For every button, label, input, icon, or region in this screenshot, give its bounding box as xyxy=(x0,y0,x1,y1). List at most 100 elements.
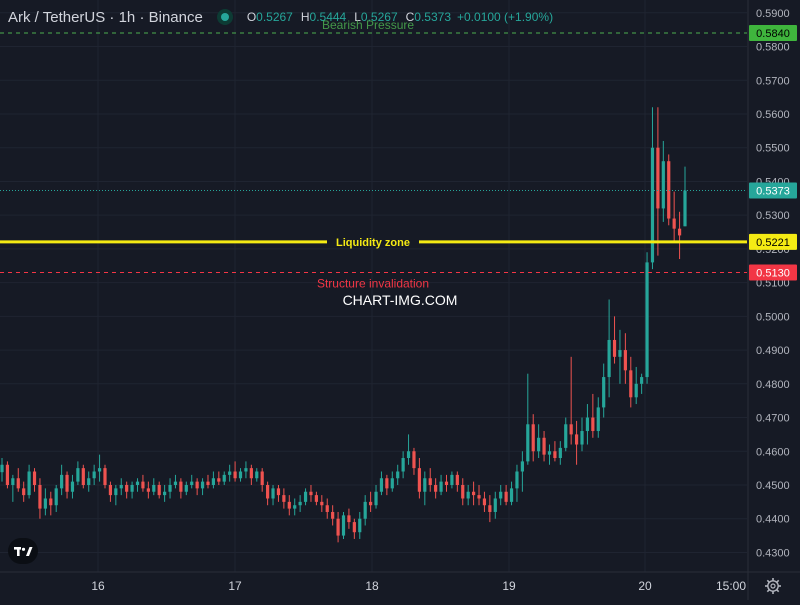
candle xyxy=(276,484,281,502)
candle-body xyxy=(152,484,156,492)
time-tick-label: 20 xyxy=(638,579,652,593)
structure-invalidation-label: Structure invalidation xyxy=(317,277,429,291)
invalidation-price-tag-bg xyxy=(749,264,797,281)
candle-body xyxy=(173,481,178,485)
price-tick-label: 0.5600 xyxy=(756,109,790,121)
candle-body xyxy=(146,488,150,492)
price-tick-label: 0.5100 xyxy=(756,278,790,290)
candle xyxy=(439,474,443,496)
candle xyxy=(466,484,470,506)
candle xyxy=(450,471,454,489)
candle xyxy=(260,468,264,492)
candle-body xyxy=(206,481,210,485)
candle-body xyxy=(228,471,232,475)
candle-body xyxy=(667,161,671,219)
candle xyxy=(358,511,362,539)
candle-body xyxy=(303,491,308,502)
candle xyxy=(130,481,134,499)
candle xyxy=(401,451,405,479)
candle xyxy=(656,107,660,256)
candle-body xyxy=(38,484,42,509)
candle xyxy=(76,461,80,485)
candle-body xyxy=(16,478,20,489)
candle xyxy=(650,107,655,270)
candle xyxy=(493,491,497,519)
candle xyxy=(623,333,627,384)
candle-body xyxy=(157,484,161,496)
price-tick-label: 0.5700 xyxy=(756,75,790,87)
candle-body xyxy=(677,228,682,236)
candle-body xyxy=(634,383,638,398)
candles-layer xyxy=(0,107,687,543)
candle-body xyxy=(27,471,31,496)
candle-body xyxy=(569,424,573,435)
candle-body xyxy=(650,147,655,263)
candle xyxy=(92,464,96,485)
last-price-tag-bg xyxy=(749,182,797,199)
candle-body xyxy=(341,515,346,536)
candle-body xyxy=(672,218,676,229)
candle xyxy=(244,461,248,479)
candle xyxy=(417,458,421,499)
candle xyxy=(303,488,308,506)
candle-body xyxy=(249,468,253,479)
candle-body xyxy=(466,491,470,499)
candle xyxy=(325,498,329,519)
candle-body xyxy=(602,377,606,408)
candle-body xyxy=(195,481,199,489)
candle-body xyxy=(623,350,627,371)
candle xyxy=(645,252,649,384)
price-tick-label: 0.4500 xyxy=(756,480,790,492)
candle-body xyxy=(81,468,85,485)
candle-body xyxy=(260,471,264,485)
candle xyxy=(520,451,524,492)
candle-body xyxy=(531,424,535,452)
candle xyxy=(233,461,237,482)
chart-header: Ark / TetherUS · 1h · Binance O 0.5267 H… xyxy=(8,7,553,27)
candle-body xyxy=(114,488,118,496)
bearish-price-tag-bg xyxy=(749,25,797,42)
candle xyxy=(379,471,384,496)
price-tick-label: 0.4800 xyxy=(756,379,790,391)
candle xyxy=(607,299,611,398)
candle xyxy=(331,505,335,526)
candle-body xyxy=(661,161,665,209)
candle xyxy=(661,140,665,222)
candle-body xyxy=(103,468,107,485)
candle-body xyxy=(439,481,443,492)
candle-body xyxy=(401,458,405,472)
candle xyxy=(634,366,638,405)
candle-body xyxy=(65,474,69,492)
candle xyxy=(103,464,107,489)
candle xyxy=(32,468,37,492)
symbol-title[interactable]: Ark / TetherUS · 1h · Binance xyxy=(8,8,203,26)
candle-body xyxy=(504,491,508,502)
candle xyxy=(683,166,687,227)
candle-body xyxy=(211,478,216,485)
tradingview-logo-icon[interactable] xyxy=(8,538,38,564)
candle-body xyxy=(379,478,384,492)
candle-body xyxy=(325,505,329,512)
candle-body xyxy=(629,370,633,398)
candle-body xyxy=(108,484,113,496)
candle-body xyxy=(363,501,367,519)
low-value: 0.5267 xyxy=(360,10,398,24)
candle xyxy=(179,478,183,499)
candle xyxy=(363,495,367,526)
candle xyxy=(412,447,416,475)
candle xyxy=(135,478,140,492)
candle xyxy=(293,498,297,516)
price-tick-label: 0.4600 xyxy=(756,446,790,458)
candle xyxy=(195,478,199,496)
candle-body xyxy=(43,498,47,509)
candle xyxy=(612,316,617,364)
candle xyxy=(206,474,210,489)
last-price-tag: 0.5373 xyxy=(749,182,797,199)
candle-body xyxy=(645,262,649,378)
candle xyxy=(336,511,340,543)
gear-icon[interactable] xyxy=(764,577,782,595)
candle xyxy=(537,424,541,459)
candle-body xyxy=(298,501,302,506)
